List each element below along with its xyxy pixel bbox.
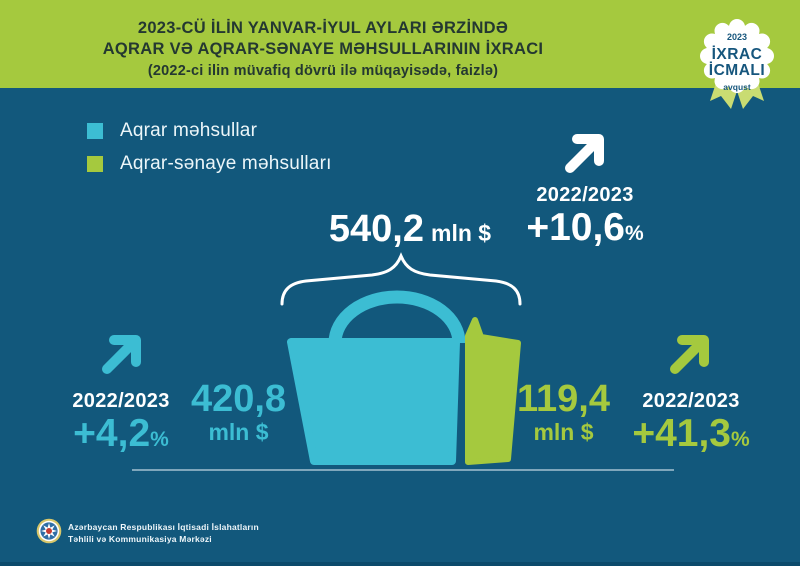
legend-item-aqrar: Aqrar məhsullar: [87, 120, 332, 142]
page-title: 2023-CÜ İLİN YANVAR-İYUL AYLARI ƏRZİNDƏ …: [40, 18, 606, 82]
senaye-change: +41,3%: [611, 412, 771, 464]
basket-senaye-segment: [465, 317, 521, 465]
senaye-value-block: 119,4 mln $: [506, 379, 621, 445]
basket-handle: [328, 290, 466, 344]
total-value: 540,2: [328, 208, 424, 250]
total-change-percent-sign: %: [625, 222, 644, 245]
aqrar-change-value: +4,2: [73, 412, 151, 455]
badge-title-line2: İCMALI: [709, 62, 765, 79]
badge-title-line1: İXRAC: [712, 46, 763, 63]
senaye-value: 119,4: [517, 378, 610, 420]
title-subtitle: (2022-ci ilin müvafiq dövrü ilə müqayisə…: [147, 63, 499, 79]
basket-aqrar-segment: [287, 338, 460, 465]
bottom-edge-strip: [0, 562, 800, 566]
total-value-line: 540,2 mln $: [300, 206, 520, 260]
baseline-rule: [132, 469, 674, 471]
badge-month: avqust: [723, 82, 751, 92]
legend: Aqrar məhsullar Aqrar-sənaye məhsulları: [87, 120, 332, 186]
state-emblem-icon: [36, 518, 62, 544]
total-unit: mln $: [431, 220, 492, 246]
aqrar-change-percent-sign: %: [150, 428, 169, 451]
legend-swatch-cyan: [87, 123, 103, 139]
aqrar-unit: mln $: [208, 419, 269, 445]
total-change: +10,6%: [495, 206, 675, 258]
growth-arrow-icon: [102, 335, 141, 374]
title-line-1: 2023-CÜ İLİN YANVAR-İYUL AYLARI ƏRZİNDƏ: [137, 19, 509, 37]
badge-year: 2023: [727, 32, 747, 42]
organization-name: Azərbaycan Respublikası İqtisadi İslahat…: [68, 521, 259, 545]
senaye-change-value: +41,3: [632, 412, 731, 455]
senaye-unit: mln $: [533, 419, 594, 445]
export-review-seal-badge: 2023 İXRAC İCMALI avqust: [700, 19, 774, 109]
header-band: 2023-CÜ İLİN YANVAR-İYUL AYLARI ƏRZİNDƏ …: [0, 0, 800, 88]
senaye-period: 2022/2023: [642, 390, 740, 412]
legend-item-senaye: Aqrar-sənaye məhsulları: [87, 153, 332, 175]
seal-rosette-icon: [700, 19, 774, 93]
growth-arrow-icon: [670, 335, 709, 374]
growth-arrow-icon: [565, 134, 604, 173]
total-period: 2022/2023: [536, 184, 634, 206]
organization-line-1: Azərbaycan Respublikası İqtisadi İslahat…: [68, 522, 259, 532]
legend-label: Aqrar-sənaye məhsulları: [120, 153, 332, 174]
organization-line-2: Təhlili və Kommunikasiya Mərkəzi: [68, 534, 212, 544]
aqrar-period: 2022/2023: [72, 390, 170, 412]
legend-label: Aqrar məhsullar: [120, 120, 258, 141]
title-line-2: AQRAR VƏ AQRAR-SƏNAYE MƏHSULLARININ İXRA…: [102, 40, 544, 58]
brace-icon: [280, 252, 522, 306]
aqrar-value: 420,8: [190, 378, 287, 420]
senaye-change-percent-sign: %: [731, 428, 750, 451]
aqrar-value-block: 420,8 mln $: [181, 379, 296, 445]
aqrar-change: +4,2%: [41, 412, 201, 464]
shopping-basket-icon: [287, 290, 521, 465]
total-change-value: +10,6: [526, 206, 625, 249]
legend-swatch-green: [87, 156, 103, 172]
